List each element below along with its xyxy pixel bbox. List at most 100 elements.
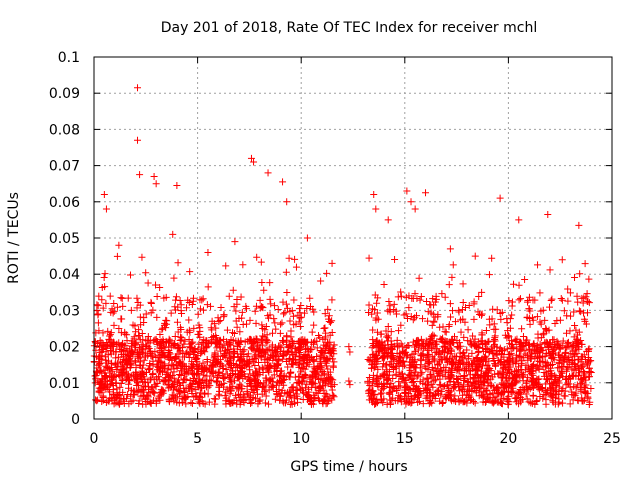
scatter-point <box>268 329 276 337</box>
scatter-point <box>448 354 456 362</box>
scatter-point <box>259 368 267 376</box>
scatter-point <box>140 356 148 364</box>
scatter-point <box>559 337 567 345</box>
scatter-point <box>212 395 220 403</box>
scatter-point <box>119 302 127 310</box>
scatter-point <box>427 334 435 342</box>
scatter-point <box>491 334 499 342</box>
scatter-point <box>220 383 228 391</box>
scatter-point <box>324 347 332 355</box>
scatter-point <box>388 387 396 395</box>
scatter-point <box>243 320 251 328</box>
scatter-point <box>328 346 336 354</box>
scatter-point <box>372 379 380 387</box>
scatter-point <box>465 385 473 393</box>
scatter-point <box>447 387 455 395</box>
scatter-point <box>321 324 329 332</box>
data-point <box>105 357 113 365</box>
scatter-point <box>574 331 582 339</box>
scatter-point <box>262 374 270 382</box>
scatter-point <box>219 344 227 352</box>
scatter-point <box>205 339 213 347</box>
scatter-point <box>573 292 581 300</box>
scatter-point <box>449 261 457 269</box>
scatter-point <box>133 294 141 302</box>
scatter-point <box>435 359 443 367</box>
data-point <box>455 306 463 314</box>
scatter-point <box>575 328 583 336</box>
data-point <box>486 321 494 329</box>
scatter-point <box>117 294 125 302</box>
data-point <box>411 368 419 376</box>
scatter-point <box>180 340 188 348</box>
scatter-point <box>300 377 308 385</box>
scatter-point <box>226 383 234 391</box>
data-point <box>96 339 104 347</box>
scatter-point <box>566 327 574 335</box>
scatter-point <box>151 336 159 344</box>
scatter-point <box>508 389 516 397</box>
data-point <box>152 335 160 343</box>
scatter-point <box>147 299 155 307</box>
scatter-point <box>448 273 456 281</box>
x-tick-label: 10 <box>292 431 310 447</box>
scatter-point <box>295 372 303 380</box>
scatter-point <box>213 344 221 352</box>
scatter-point <box>455 395 463 403</box>
outlier-point <box>264 169 272 177</box>
scatter-point <box>255 359 262 367</box>
scatter-point <box>107 329 115 337</box>
scatter-point <box>223 357 231 365</box>
scatter-point <box>129 321 137 329</box>
outlier-point <box>384 216 392 224</box>
scatter-point <box>438 336 446 344</box>
scatter-point <box>252 319 260 327</box>
scatter-point <box>379 371 387 379</box>
scatter-point <box>411 290 419 298</box>
data-point <box>289 361 297 369</box>
scatter-point <box>169 380 177 388</box>
scatter-point <box>494 384 502 392</box>
scatter-point <box>443 349 451 357</box>
scatter-point <box>503 319 511 327</box>
scatter-point <box>531 349 539 357</box>
scatter-point <box>475 293 483 301</box>
scatter-point <box>498 400 506 408</box>
scatter-point <box>146 376 154 384</box>
scatter-point <box>382 361 390 369</box>
scatter-point <box>573 381 581 389</box>
scatter-point <box>448 372 456 380</box>
scatter-point <box>131 322 139 330</box>
scatter-point <box>137 392 145 400</box>
scatter-point <box>330 358 338 366</box>
scatter-point <box>305 394 313 402</box>
scatter-point <box>236 380 244 388</box>
scatter-point <box>257 352 265 360</box>
scatter-point <box>400 379 408 387</box>
scatter-point <box>524 386 532 394</box>
scatter-point <box>417 355 425 363</box>
scatter-point <box>252 302 260 310</box>
scatter-point <box>506 324 514 332</box>
scatter-point <box>199 306 207 314</box>
scatter-point <box>236 328 244 336</box>
data-point <box>115 325 123 332</box>
scatter-point <box>492 325 500 333</box>
scatter-point <box>143 391 151 399</box>
scatter-point <box>417 370 425 378</box>
scatter-point <box>485 271 493 279</box>
scatter-point <box>259 383 267 391</box>
scatter-point <box>223 326 231 334</box>
scatter-point <box>209 356 217 364</box>
scatter-point <box>505 297 513 305</box>
scatter-point <box>155 376 163 384</box>
scatter-point <box>395 327 403 335</box>
scatter-point <box>254 400 262 408</box>
scatter-point <box>470 398 478 406</box>
scatter-point <box>165 339 173 347</box>
scatter-point <box>291 255 299 263</box>
scatter-point <box>139 336 147 344</box>
scatter-point <box>397 288 405 296</box>
data-point <box>542 325 550 332</box>
scatter-point <box>569 350 577 358</box>
